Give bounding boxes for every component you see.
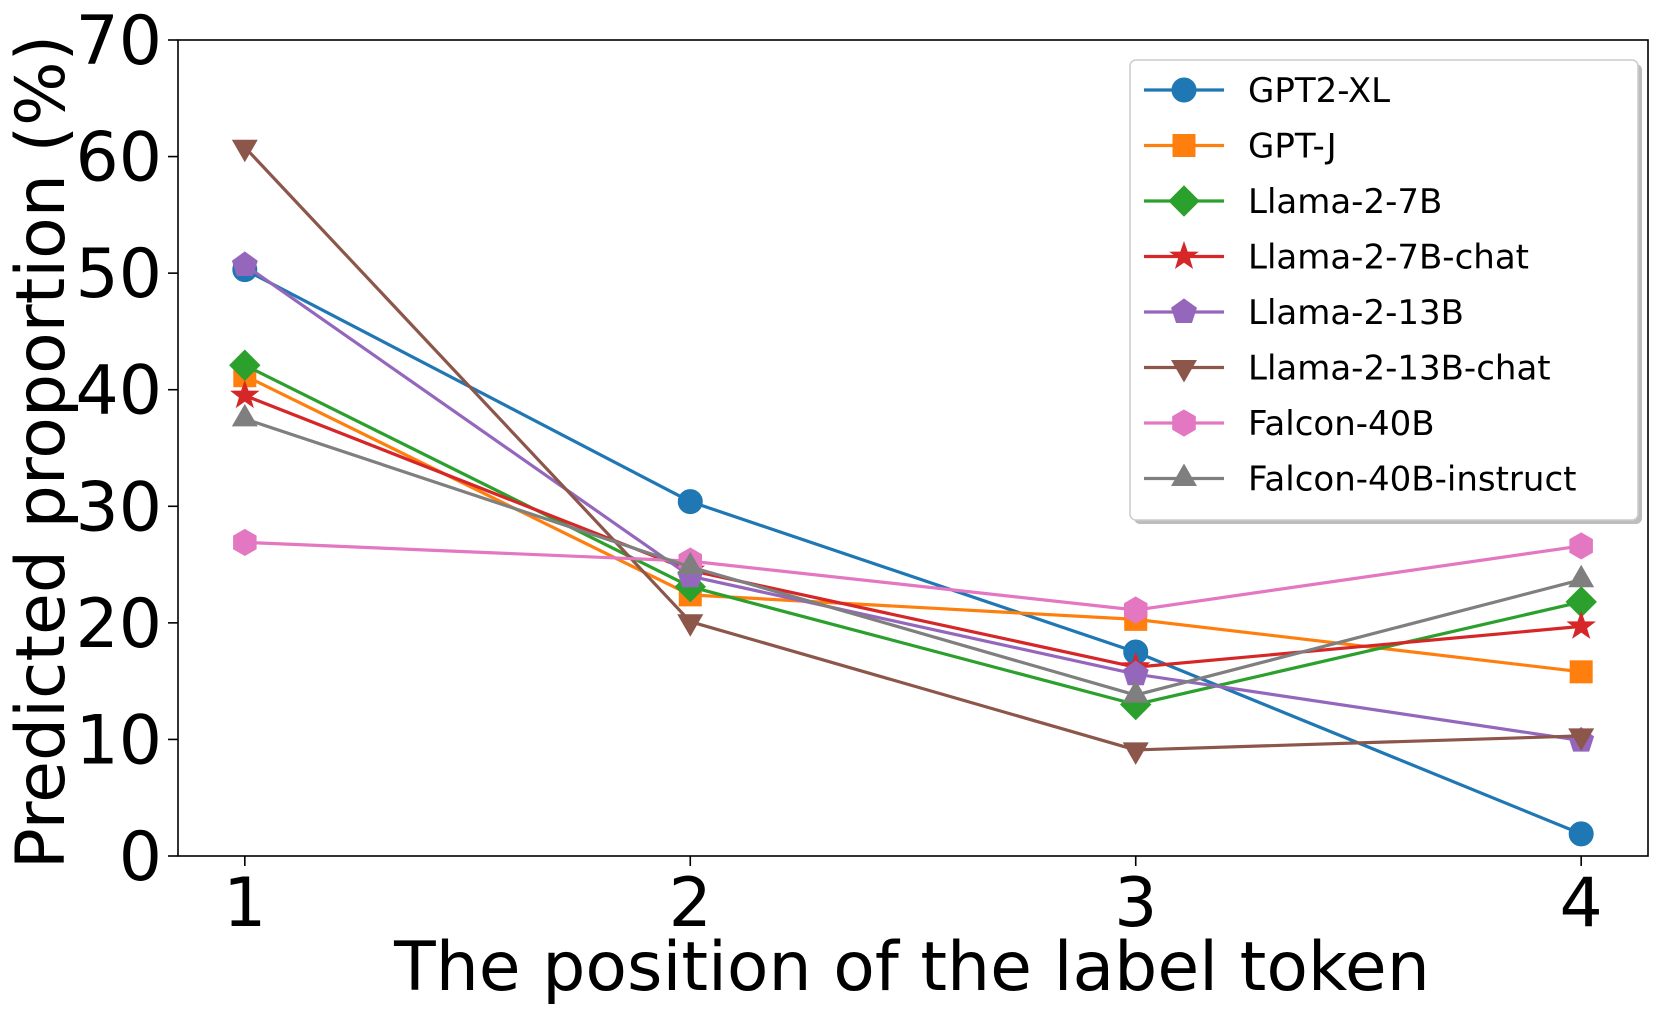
data-point: [1568, 728, 1595, 751]
series-line: [244, 363, 1582, 707]
legend-label: Llama-2-7B: [1248, 182, 1442, 222]
legend-label: GPT-J: [1248, 127, 1337, 167]
x-axis-label: The position of the label token: [393, 928, 1430, 1007]
y-tick-label: 40: [75, 352, 162, 431]
series-layer: [229, 139, 1597, 847]
data-point: [1569, 532, 1593, 560]
legend-marker: [1171, 463, 1197, 486]
x-tick-label: 3: [1114, 864, 1157, 943]
legend-entry: Llama-2-13B-chat: [1144, 349, 1551, 389]
data-point: [677, 489, 703, 515]
data-point: [231, 251, 258, 276]
y-tick-label: 50: [75, 235, 162, 314]
x-tick-label: 4: [1560, 864, 1603, 943]
legend-entry: Llama-2-7B-chat: [1144, 238, 1529, 278]
legend-marker: [1168, 185, 1200, 217]
data-point: [1122, 680, 1149, 703]
y-tick-label: 0: [119, 818, 162, 897]
legend-marker: [1172, 134, 1196, 157]
legend-marker: [1171, 77, 1197, 103]
data-point: [1122, 742, 1149, 765]
plot-frame: [177, 39, 1649, 857]
x-tick-label: 1: [223, 864, 266, 943]
y-tick-label: 60: [75, 119, 162, 198]
plot-area: [177, 39, 1649, 857]
data-point: [233, 528, 257, 556]
data-point: [1568, 564, 1595, 588]
y-axis-label: Predicted proportion (%): [2, 35, 81, 869]
legend-marker: [1172, 409, 1196, 437]
legend-label: Llama-2-13B: [1248, 293, 1464, 333]
series-line: [243, 263, 1582, 743]
data-point: [231, 139, 258, 163]
legend-label: Falcon-40B: [1248, 404, 1435, 444]
y-tick-label: 30: [75, 468, 162, 547]
data-point: [231, 403, 258, 427]
legend-entry: Falcon-40B-instruct: [1144, 460, 1576, 500]
data-point: [1124, 596, 1148, 624]
series-falcon-40b-instruct: [231, 403, 1595, 703]
legend-marker: [1171, 298, 1197, 323]
data-point: [1569, 660, 1593, 684]
legend-label: Llama-2-7B-chat: [1248, 238, 1529, 278]
legend-entry: Llama-2-7B: [1144, 182, 1442, 222]
series-line: [244, 394, 1582, 669]
data-point: [677, 551, 704, 575]
data-point: [1566, 610, 1596, 639]
series-llama-2-13b-chat: [231, 139, 1595, 765]
legend-entry: GPT-J: [1144, 127, 1337, 167]
legend: GPT2-XL GPT-J Llama-2-7B Llama-2-7B-chat Lla…: [1129, 59, 1642, 524]
y-tick-label: 70: [75, 2, 162, 81]
legend-box: [1129, 59, 1639, 521]
data-point: [1568, 821, 1594, 847]
legend-entry: GPT2-XL: [1144, 71, 1390, 111]
legend-label: Falcon-40B-instruct: [1248, 460, 1576, 500]
data-point: [230, 379, 260, 409]
series-line: [244, 417, 1582, 697]
legend-marker: [1171, 360, 1197, 383]
legend-entry: Falcon-40B: [1144, 404, 1435, 444]
y-tick-label: 10: [75, 701, 162, 780]
legend-marker: [1169, 240, 1199, 270]
x-tick-label: 2: [669, 864, 712, 943]
x-axis: 1 2 3 4: [223, 856, 1603, 943]
legend-label: Llama-2-13B-chat: [1248, 349, 1551, 389]
series-line: [243, 146, 1582, 752]
legend-entry: Llama-2-13B: [1144, 293, 1464, 333]
series-line: [244, 540, 1582, 612]
y-tick-label: 20: [75, 585, 162, 664]
data-point: [677, 614, 704, 637]
legend-label: GPT2-XL: [1248, 71, 1390, 111]
y-axis: 0 10 20 30 40 50 60 70: [75, 2, 178, 897]
